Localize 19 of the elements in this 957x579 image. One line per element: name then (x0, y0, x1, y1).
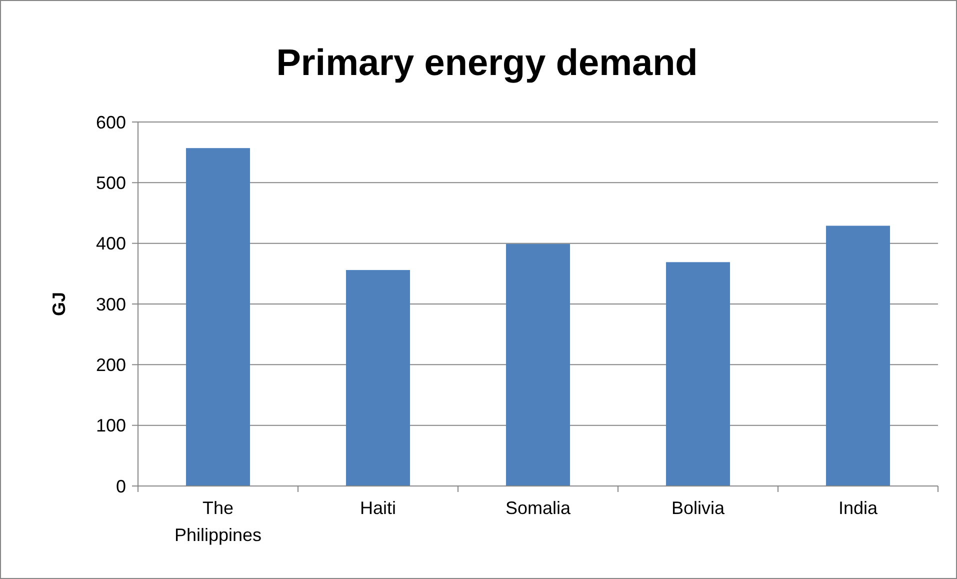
bar (506, 244, 570, 486)
y-tick-label: 600 (96, 112, 126, 132)
bar (346, 270, 410, 486)
x-tick-label: The Philippines (174, 498, 262, 545)
bar (826, 226, 890, 486)
y-tick-label: 300 (96, 294, 126, 314)
y-tick-label: 200 (96, 354, 126, 375)
x-tick-label: Haiti (360, 498, 396, 518)
y-tick-label: 400 (96, 234, 126, 254)
y-tick-label: 100 (96, 416, 126, 436)
bar (666, 262, 730, 486)
x-tick-label: India (838, 498, 878, 518)
bar (186, 148, 250, 486)
y-tick-label: 0 (116, 476, 126, 496)
x-tick-label: Bolivia (671, 498, 726, 518)
chart-title: Primary energy demand (276, 42, 698, 83)
y-tick-label: 500 (96, 172, 126, 193)
y-axis-title: GJ (49, 292, 69, 316)
x-tick-label: Somalia (505, 498, 572, 518)
